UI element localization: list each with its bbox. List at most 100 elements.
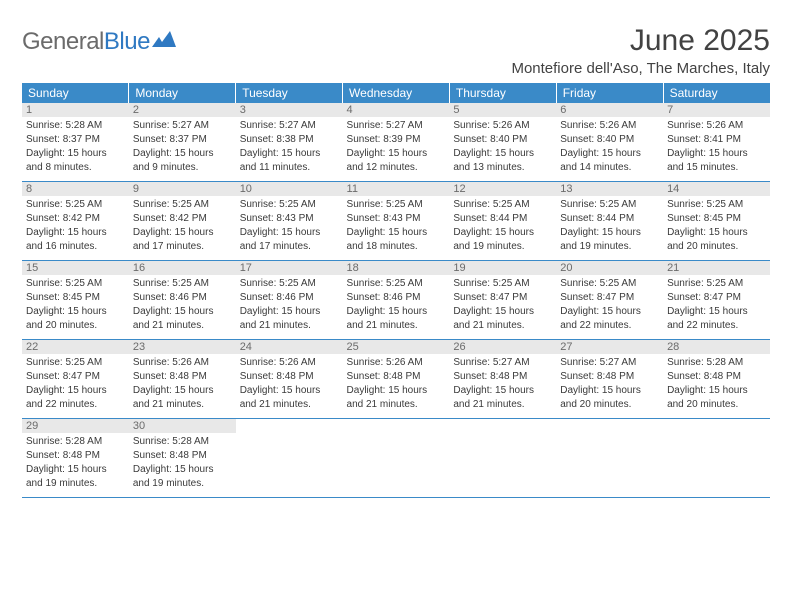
calendar-cell: 20Sunrise: 5:25 AMSunset: 8:47 PMDayligh…: [556, 261, 663, 340]
day-number: 21: [663, 261, 770, 275]
day-number: 28: [663, 340, 770, 354]
calendar-cell: 6Sunrise: 5:26 AMSunset: 8:40 PMDaylight…: [556, 103, 663, 182]
day-info: Sunrise: 5:28 AMSunset: 8:48 PMDaylight:…: [667, 356, 766, 412]
weekday-header: Tuesday: [236, 83, 343, 103]
day-info: Sunrise: 5:25 AMSunset: 8:42 PMDaylight:…: [133, 198, 232, 254]
calendar-row: 1 Sunrise: 5:28 AMSunset: 8:37 PMDaylight…: [22, 103, 770, 182]
day-number: 3: [236, 103, 343, 117]
day-info: Sunrise: 5:28 AMSunset: 8:48 PMDaylight:…: [26, 435, 125, 491]
logo-text-blue: Blue: [104, 28, 150, 55]
day-info: Sunrise: 5:27 AMSunset: 8:48 PMDaylight:…: [453, 356, 552, 412]
calendar-cell: [236, 419, 343, 498]
day-number: 22: [22, 340, 129, 354]
calendar-row: 22 Sunrise: 5:25 AMSunset: 8:47 PMDayligh…: [22, 340, 770, 419]
day-info: Sunrise: 5:26 AMSunset: 8:40 PMDaylight:…: [560, 119, 659, 175]
calendar-cell: 9 Sunrise: 5:25 AMSunset: 8:42 PMDaylight…: [129, 182, 236, 261]
day-number: 7: [663, 103, 770, 117]
day-number: 20: [556, 261, 663, 275]
day-number: 29: [22, 419, 129, 433]
day-number: 15: [22, 261, 129, 275]
calendar-cell: 5 Sunrise: 5:26 AMSunset: 8:40 PMDaylight…: [449, 103, 556, 182]
day-info: Sunrise: 5:25 AMSunset: 8:46 PMDaylight:…: [133, 277, 232, 333]
calendar-cell: 11 Sunrise: 5:25 AMSunset: 8:43 PMDayligh…: [343, 182, 450, 261]
calendar-cell: 10Sunrise: 5:25 AMSunset: 8:43 PMDayligh…: [236, 182, 343, 261]
calendar-cell: 12 Sunrise: 5:25 AMSunset: 8:44 PMDayligh…: [449, 182, 556, 261]
day-number: 4: [343, 103, 450, 117]
logo: GeneralBlue: [22, 28, 178, 56]
calendar-cell: 19 Sunrise: 5:25 AMSunset: 8:47 PMDayligh…: [449, 261, 556, 340]
day-number: 9: [129, 182, 236, 196]
day-info: Sunrise: 5:25 AMSunset: 8:45 PMDaylight:…: [667, 198, 766, 254]
calendar-cell: 15 Sunrise: 5:25 AMSunset: 8:45 PMDayligh…: [22, 261, 129, 340]
day-number: 5: [449, 103, 556, 117]
month-title: June 2025: [511, 24, 770, 58]
calendar-cell: 18 Sunrise: 5:25 AMSunset: 8:46 PMDayligh…: [343, 261, 450, 340]
calendar-cell: 22 Sunrise: 5:25 AMSunset: 8:47 PMDayligh…: [22, 340, 129, 419]
day-info: Sunrise: 5:27 AMSunset: 8:48 PMDaylight:…: [560, 356, 659, 412]
day-info: Sunrise: 5:28 AMSunset: 8:48 PMDaylight:…: [133, 435, 232, 491]
calendar-cell: 28 Sunrise: 5:28 AMSunset: 8:48 PMDayligh…: [663, 340, 770, 419]
calendar-cell: 2Sunrise: 5:27 AMSunset: 8:37 PMDaylight…: [129, 103, 236, 182]
day-number: 1: [22, 103, 129, 117]
day-info: Sunrise: 5:25 AMSunset: 8:46 PMDaylight:…: [240, 277, 339, 333]
calendar-cell: 1 Sunrise: 5:28 AMSunset: 8:37 PMDaylight…: [22, 103, 129, 182]
weekday-header: Wednesday: [343, 83, 450, 103]
day-number: 19: [449, 261, 556, 275]
weekday-header: Monday: [129, 83, 236, 103]
calendar-cell: [663, 419, 770, 498]
calendar-cell: 8 Sunrise: 5:25 AMSunset: 8:42 PMDaylight…: [22, 182, 129, 261]
day-number: 10: [236, 182, 343, 196]
day-info: Sunrise: 5:27 AMSunset: 8:38 PMDaylight:…: [240, 119, 339, 175]
day-number: 26: [449, 340, 556, 354]
calendar-cell: 27 Sunrise: 5:27 AMSunset: 8:48 PMDayligh…: [556, 340, 663, 419]
day-number: 18: [343, 261, 450, 275]
day-info: Sunrise: 5:26 AMSunset: 8:48 PMDaylight:…: [347, 356, 446, 412]
day-info: Sunrise: 5:25 AMSunset: 8:46 PMDaylight:…: [347, 277, 446, 333]
day-number: 17: [236, 261, 343, 275]
logo-text: GeneralBlue: [22, 28, 150, 56]
weekday-header: Sunday: [22, 83, 129, 103]
header: GeneralBlue June 2025 Montefiore dell'As…: [22, 24, 770, 77]
day-number: 27: [556, 340, 663, 354]
day-number: 24: [236, 340, 343, 354]
weekday-header-row: Sunday Monday Tuesday Wednesday Thursday…: [22, 83, 770, 103]
calendar-cell: 25 Sunrise: 5:26 AMSunset: 8:48 PMDayligh…: [343, 340, 450, 419]
day-number: 23: [129, 340, 236, 354]
logo-text-gray: General: [22, 28, 104, 55]
day-info: Sunrise: 5:25 AMSunset: 8:42 PMDaylight:…: [26, 198, 125, 254]
day-number: 2: [129, 103, 236, 117]
title-block: June 2025 Montefiore dell'Aso, The March…: [511, 24, 770, 77]
day-info: Sunrise: 5:25 AMSunset: 8:47 PMDaylight:…: [667, 277, 766, 333]
weekday-header: Saturday: [663, 83, 770, 103]
day-number: 16: [129, 261, 236, 275]
day-number: 30: [129, 419, 236, 433]
day-number: 25: [343, 340, 450, 354]
calendar-cell: 13 Sunrise: 5:25 AMSunset: 8:44 PMDayligh…: [556, 182, 663, 261]
day-info: Sunrise: 5:25 AMSunset: 8:47 PMDaylight:…: [453, 277, 552, 333]
calendar-cell: 17 Sunrise: 5:25 AMSunset: 8:46 PMDayligh…: [236, 261, 343, 340]
day-info: Sunrise: 5:25 AMSunset: 8:44 PMDaylight:…: [560, 198, 659, 254]
calendar-cell: 26 Sunrise: 5:27 AMSunset: 8:48 PMDayligh…: [449, 340, 556, 419]
calendar-cell: 24 Sunrise: 5:26 AMSunset: 8:48 PMDayligh…: [236, 340, 343, 419]
day-number: 8: [22, 182, 129, 196]
day-info: Sunrise: 5:26 AMSunset: 8:40 PMDaylight:…: [453, 119, 552, 175]
calendar-cell: 29 Sunrise: 5:28 AMSunset: 8:48 PMDayligh…: [22, 419, 129, 498]
location: Montefiore dell'Aso, The Marches, Italy: [511, 60, 770, 77]
day-number: 12: [449, 182, 556, 196]
day-number: 14: [663, 182, 770, 196]
day-info: Sunrise: 5:25 AMSunset: 8:43 PMDaylight:…: [347, 198, 446, 254]
calendar-cell: [343, 419, 450, 498]
day-number: 11: [343, 182, 450, 196]
calendar-cell: 21 Sunrise: 5:25 AMSunset: 8:47 PMDayligh…: [663, 261, 770, 340]
day-info: Sunrise: 5:25 AMSunset: 8:47 PMDaylight:…: [26, 356, 125, 412]
calendar-row: 8 Sunrise: 5:25 AMSunset: 8:42 PMDaylight…: [22, 182, 770, 261]
day-info: Sunrise: 5:26 AMSunset: 8:48 PMDaylight:…: [240, 356, 339, 412]
calendar-row: 15 Sunrise: 5:25 AMSunset: 8:45 PMDayligh…: [22, 261, 770, 340]
day-info: Sunrise: 5:25 AMSunset: 8:45 PMDaylight:…: [26, 277, 125, 333]
weekday-header: Thursday: [449, 83, 556, 103]
calendar-cell: [556, 419, 663, 498]
day-number: 13: [556, 182, 663, 196]
day-info: Sunrise: 5:25 AMSunset: 8:44 PMDaylight:…: [453, 198, 552, 254]
calendar-cell: 23Sunrise: 5:26 AMSunset: 8:48 PMDayligh…: [129, 340, 236, 419]
day-info: Sunrise: 5:28 AMSunset: 8:37 PMDaylight:…: [26, 119, 125, 175]
